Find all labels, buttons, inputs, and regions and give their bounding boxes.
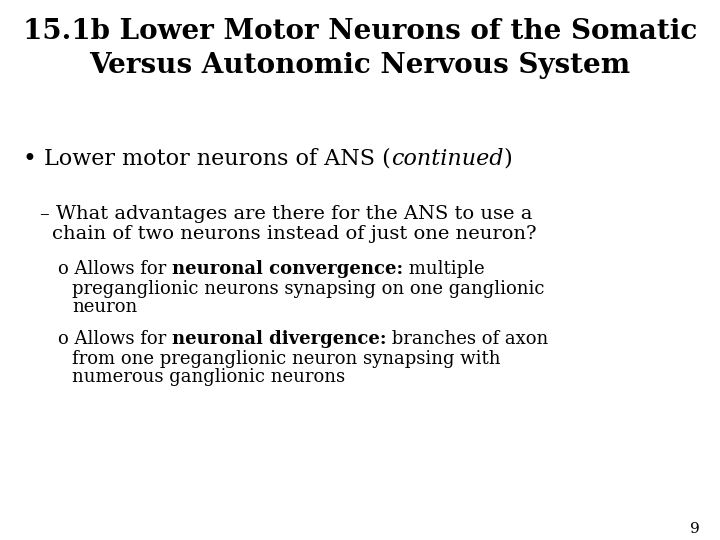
Text: Lower motor neurons of ANS (: Lower motor neurons of ANS ( <box>44 148 391 170</box>
Text: multiple: multiple <box>403 260 485 278</box>
Text: from one preganglionic neuron synapsing with: from one preganglionic neuron synapsing … <box>72 350 500 368</box>
Text: ): ) <box>503 148 512 170</box>
Text: o Allows for: o Allows for <box>58 260 172 278</box>
Text: preganglionic neurons synapsing on one ganglionic: preganglionic neurons synapsing on one g… <box>72 280 544 298</box>
Text: 15.1b Lower Motor Neurons of the Somatic: 15.1b Lower Motor Neurons of the Somatic <box>23 18 697 45</box>
Text: neuron: neuron <box>72 298 138 316</box>
Text: continued: continued <box>391 148 503 170</box>
Text: branches of axon: branches of axon <box>387 330 549 348</box>
Text: numerous ganglionic neurons: numerous ganglionic neurons <box>72 368 345 386</box>
Text: – What advantages are there for the ANS to use a: – What advantages are there for the ANS … <box>40 205 532 223</box>
Text: •: • <box>22 148 36 171</box>
Text: 9: 9 <box>690 522 700 536</box>
Text: chain of two neurons instead of just one neuron?: chain of two neurons instead of just one… <box>52 225 536 243</box>
Text: Versus Autonomic Nervous System: Versus Autonomic Nervous System <box>89 52 631 79</box>
Text: neuronal divergence:: neuronal divergence: <box>172 330 387 348</box>
Text: o Allows for: o Allows for <box>58 330 172 348</box>
Text: neuronal convergence:: neuronal convergence: <box>172 260 403 278</box>
